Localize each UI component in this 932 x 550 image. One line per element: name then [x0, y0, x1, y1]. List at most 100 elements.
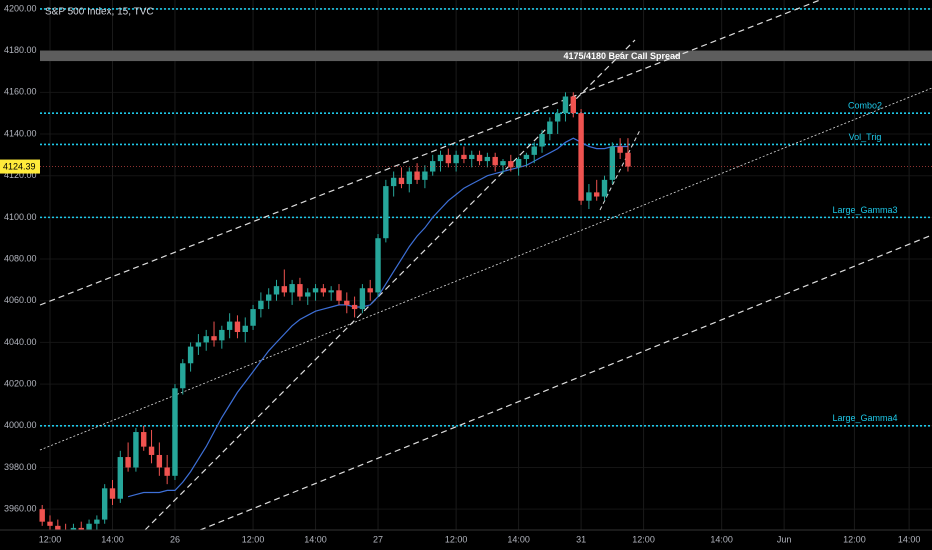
candle-body	[562, 96, 569, 114]
candle-body	[297, 284, 303, 297]
trendlines	[39, 0, 932, 531]
candle-body	[101, 488, 108, 520]
candle-body	[250, 309, 256, 326]
candle-body	[226, 321, 233, 330]
candle-body	[609, 146, 616, 180]
level-label: Large_Gamma4	[832, 413, 897, 423]
band-label: 4175/4180 Bear Call Spread	[563, 51, 680, 61]
candle-body	[281, 286, 288, 293]
x-tick-label: 12:00	[445, 534, 468, 544]
candle-body	[601, 179, 608, 197]
candle-body	[445, 154, 452, 164]
candle-body	[328, 290, 334, 293]
candle-body	[312, 288, 319, 293]
x-tick-label: 31	[576, 534, 586, 544]
candle-body	[109, 488, 116, 499]
candle-body	[320, 288, 327, 293]
x-tick-label: 14:00	[898, 534, 921, 544]
candle-body	[430, 161, 436, 172]
candle-body	[539, 134, 545, 147]
candle-body	[172, 388, 178, 476]
candle-body	[219, 329, 225, 341]
candle-body	[55, 525, 61, 530]
candle-body	[398, 177, 405, 185]
candle-body	[305, 292, 311, 297]
candle-body	[117, 457, 123, 499]
candle-body	[47, 521, 53, 526]
x-tick-label: 14:00	[710, 534, 733, 544]
candle-body	[367, 288, 373, 293]
y-tick-label: 3960.00	[4, 504, 37, 514]
candle-body	[94, 519, 100, 524]
y-tick-label: 4120.00	[4, 170, 37, 180]
y-tick-label: 4000.00	[4, 420, 37, 430]
x-tick-label: 27	[373, 534, 383, 544]
candle-body	[383, 186, 389, 239]
trendline	[199, 234, 932, 531]
moving-average	[127, 137, 628, 498]
candle-body	[547, 121, 553, 135]
trendline	[144, 39, 636, 531]
candle-body	[234, 321, 241, 333]
level-label: Vol_Trig	[849, 132, 882, 142]
candle-body	[242, 325, 248, 333]
trendline	[39, 87, 932, 451]
plot	[39, 92, 932, 539]
y-tick-label: 4180.00	[4, 45, 37, 55]
candle-body	[195, 342, 202, 347]
candle-body	[554, 113, 561, 122]
y-tick-label: 4140.00	[4, 128, 37, 138]
candle-body	[265, 294, 272, 301]
candle-body	[336, 290, 342, 301]
candle-body	[258, 300, 264, 310]
candle-body	[133, 432, 139, 468]
y-tick-label: 4080.00	[4, 253, 37, 263]
x-axis-bg	[0, 530, 932, 550]
candle-body	[515, 159, 522, 168]
candle-body	[469, 154, 475, 160]
candle-body	[156, 454, 163, 468]
trendline	[599, 129, 641, 211]
y-tick-label: 3980.00	[4, 462, 37, 472]
x-tick-label: 12:00	[39, 534, 62, 544]
candle-body	[570, 96, 576, 114]
candle-body	[164, 467, 170, 476]
candle-body	[78, 527, 84, 530]
candle-body	[359, 288, 366, 310]
x-tick-label: 14:00	[101, 534, 124, 544]
x-tick-label: 12:00	[843, 534, 866, 544]
candle-body	[453, 154, 459, 164]
x-tick-label: 12:00	[632, 534, 655, 544]
last-price-tag	[0, 159, 40, 174]
candle-body	[344, 300, 350, 305]
candle-body	[390, 177, 397, 187]
candle-body	[508, 161, 514, 168]
axes: 3960.00 3980.00 4000.00 4020.00 4040.00 4060.…	[0, 3, 920, 544]
candle-body	[289, 284, 295, 293]
candle-body	[180, 363, 186, 389]
x-tick-label: 14:00	[304, 534, 327, 544]
candle-body	[375, 238, 381, 293]
candle-body	[406, 171, 412, 185]
x-tick-label: 14:00	[507, 534, 530, 544]
candle-body	[141, 432, 147, 447]
y-tick-label: 4020.00	[4, 378, 37, 388]
y-tick-label: 4200.00	[4, 3, 37, 13]
candle-body	[414, 171, 420, 180]
candle-body	[422, 171, 428, 180]
candle-body	[39, 509, 45, 522]
candle-body	[125, 457, 131, 468]
x-tick-label: Jun	[777, 534, 792, 544]
candle-body	[578, 113, 584, 201]
last-price-label: 4124.39	[3, 161, 36, 171]
candle-body	[492, 156, 498, 166]
candle-body	[476, 154, 483, 162]
x-tick-label: 26	[170, 534, 180, 544]
y-tick-label: 4160.00	[4, 87, 37, 97]
y-tick-label: 4060.00	[4, 295, 37, 305]
candle-body	[461, 154, 467, 160]
candle-body	[86, 523, 92, 530]
level-label: Combo2	[848, 101, 882, 111]
